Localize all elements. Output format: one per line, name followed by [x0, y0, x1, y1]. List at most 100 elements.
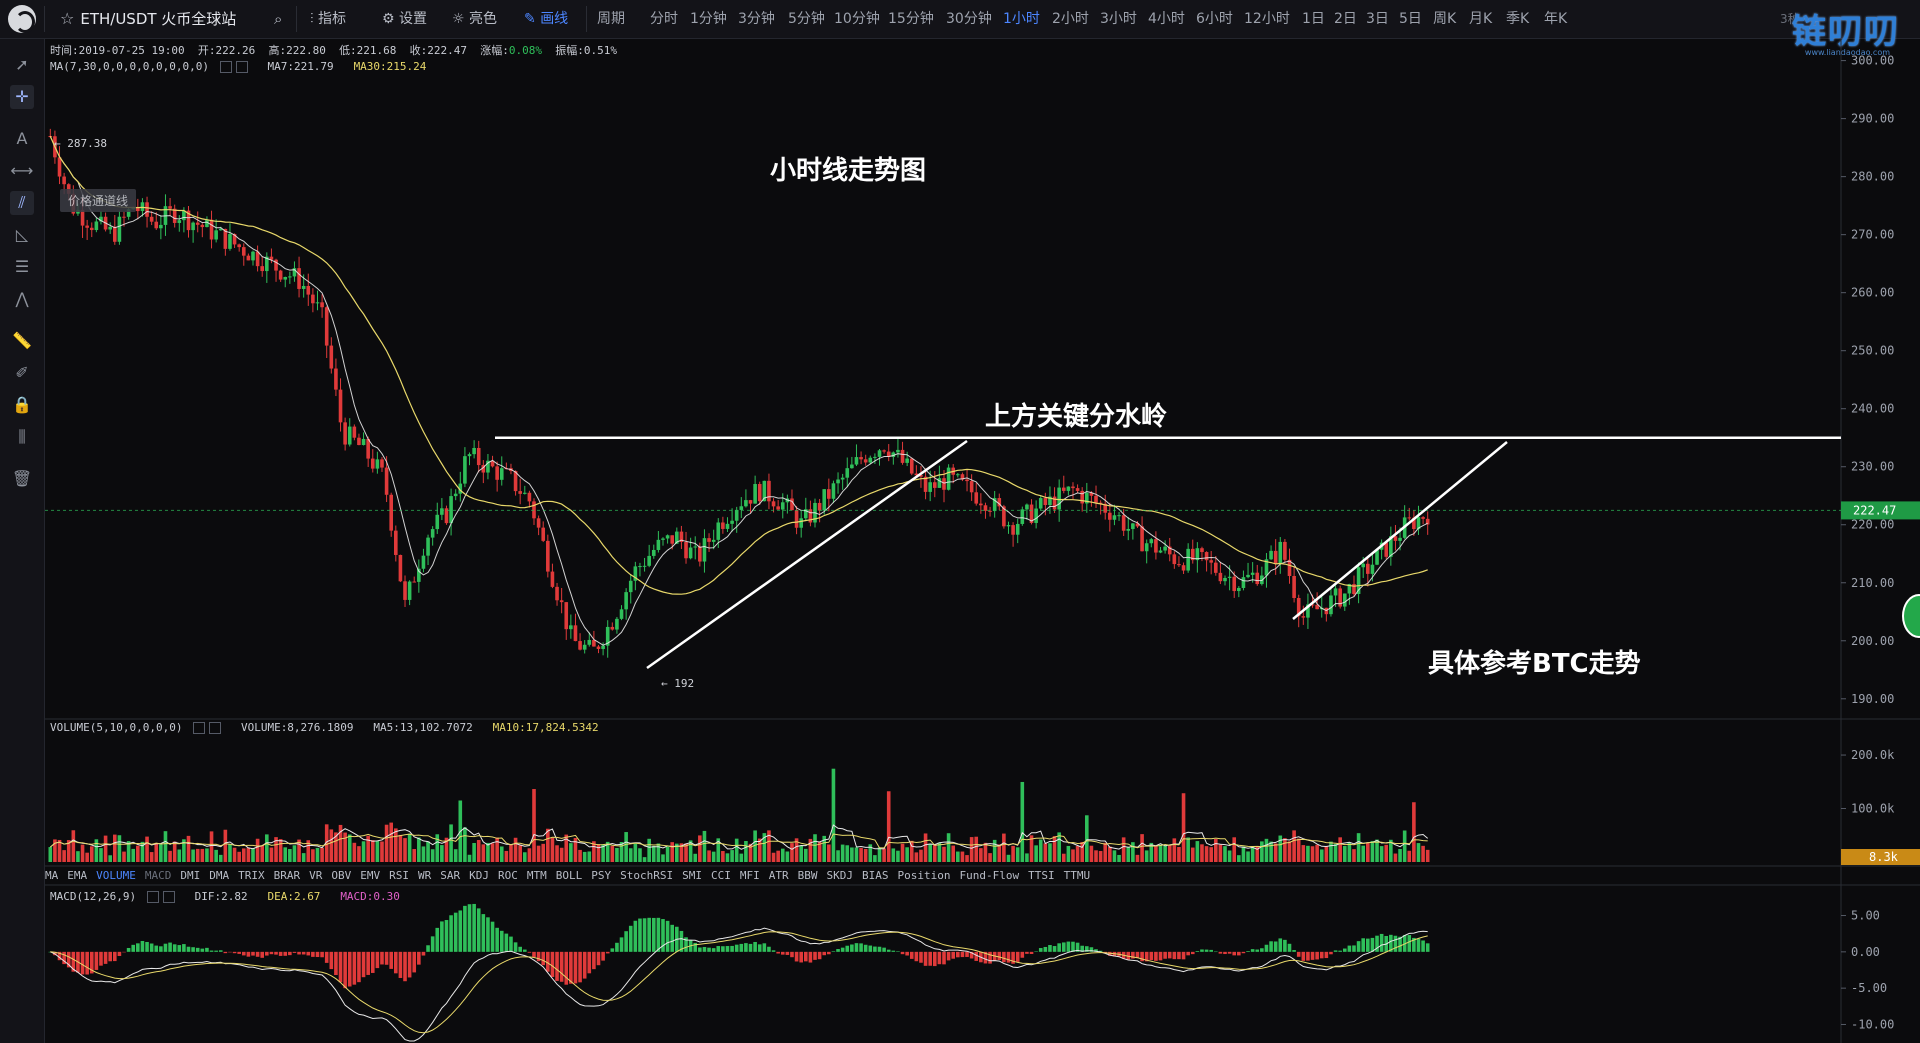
triangle-tool-icon[interactable]: ◺ — [15, 225, 29, 244]
macd-histogram-bar — [1366, 938, 1370, 952]
volume-bar — [48, 847, 53, 862]
brush-icon[interactable]: ✐ — [15, 363, 29, 382]
indicator-tab[interactable]: VOLUME — [96, 869, 136, 882]
indicator-tab[interactable]: BRAR — [273, 869, 301, 882]
search-icon[interactable]: ⌕ — [274, 10, 283, 28]
period-tab[interactable]: 5分钟 — [788, 11, 825, 27]
text-tool-icon[interactable]: A — [16, 129, 28, 148]
macd-histogram-bar — [1200, 949, 1204, 952]
indicator-tab[interactable]: Position — [897, 869, 951, 882]
indicator-tab[interactable]: SMI — [682, 869, 702, 882]
settings-icon[interactable] — [219, 61, 232, 73]
candle — [1227, 576, 1232, 578]
period-tab[interactable]: 10分钟 — [834, 11, 880, 27]
indicator-tab[interactable]: SAR — [440, 869, 461, 882]
settings-icon[interactable] — [193, 722, 206, 734]
indicator-tab[interactable]: DMI — [180, 869, 201, 882]
period-tab[interactable]: 1分钟 — [690, 11, 727, 27]
indicator-tab[interactable]: TRIX — [238, 869, 265, 882]
candle — [1048, 496, 1052, 506]
volume-bar — [1177, 847, 1181, 862]
period-tab[interactable]: 年K — [1544, 11, 1568, 27]
candle-info-line: 时间:2019-07-25 19:00 开:222.26 高:222.80 低:… — [50, 42, 617, 58]
trend-line-icon[interactable]: ⫽ — [10, 191, 34, 215]
draw-button[interactable]: ✎ 画线 — [524, 11, 569, 27]
period-tab[interactable]: 15分钟 — [888, 11, 934, 27]
period-tab[interactable]: 5日 — [1399, 11, 1422, 27]
period-tab[interactable]: 周K — [1433, 11, 1457, 27]
indicator-tab[interactable]: VR — [309, 869, 323, 882]
period-tab[interactable]: 3分钟 — [738, 11, 775, 27]
chart-area[interactable]: 300.00 290.00 280.00 270.00 260.00 250.00 240.… — [45, 39, 1920, 1043]
ruler-icon[interactable]: 📏 — [12, 331, 32, 350]
indicator-tab[interactable]: MFI — [739, 869, 760, 882]
indicator-tab[interactable]: BBW — [797, 869, 818, 882]
trash-icon[interactable]: 🗑 — [11, 469, 33, 488]
macd-histogram-bar — [1352, 945, 1356, 952]
period-tab[interactable]: 3小时 — [1100, 11, 1137, 27]
indicator-tab[interactable]: OBV — [331, 869, 352, 882]
indicator-tab[interactable]: MTM — [526, 869, 547, 882]
period-tab[interactable]: 30分钟 — [946, 11, 992, 27]
indicator-tab[interactable]: SKDJ — [826, 869, 853, 882]
period-tab[interactable]: 月K — [1469, 11, 1493, 27]
indicator-tab[interactable]: KDJ — [469, 869, 489, 882]
indicators-button[interactable]: ⫶ 指标 — [310, 11, 346, 27]
indicator-tab[interactable]: TTSI — [1028, 869, 1055, 882]
symbol-selector[interactable]: ☆ ETH/USDT 火币全球站 — [60, 9, 237, 28]
brightness-button[interactable]: ☼ 亮色 — [452, 11, 498, 27]
indicator-tab[interactable]: RSI — [389, 869, 409, 882]
indicator-tab[interactable]: Fund-Flow — [959, 869, 1020, 882]
settings-icon[interactable] — [146, 891, 159, 903]
refresh-interval[interactable]: 3秒 — [1780, 12, 1800, 26]
candle — [771, 501, 776, 507]
wave-tool-icon[interactable]: ⋀ — [15, 289, 29, 308]
indicator-tab[interactable]: WR — [418, 869, 432, 882]
period-tab[interactable]: 分时 — [650, 11, 678, 27]
volume-bar — [1200, 844, 1204, 862]
period-tab[interactable]: 季K — [1506, 11, 1530, 27]
macd-histogram-bar — [1246, 951, 1250, 952]
indicator-tab[interactable]: BIAS — [861, 869, 889, 882]
volume-bar — [1071, 849, 1075, 862]
volume-bar — [988, 853, 992, 862]
indicator-tab[interactable]: CCI — [710, 869, 731, 882]
period-tab[interactable]: 6小时 — [1196, 11, 1233, 27]
indicator-tab[interactable]: EMA — [67, 869, 88, 882]
indicator-tab[interactable]: ATR — [768, 869, 789, 882]
indicator-tab[interactable]: PSY — [591, 869, 612, 882]
horizontal-line-icon[interactable]: ⟷ — [10, 161, 34, 180]
indicator-tab[interactable]: MACD — [144, 869, 172, 882]
candle — [721, 522, 725, 529]
app-logo-icon[interactable] — [8, 5, 36, 33]
indicator-tab[interactable]: BOLL — [555, 869, 583, 882]
indicator-tab[interactable]: TTMU — [1063, 869, 1091, 882]
settings-button[interactable]: ⚙ 设置 — [382, 11, 428, 27]
macd-histogram-bar — [103, 951, 108, 964]
lock-icon[interactable]: 🔒 — [12, 395, 32, 414]
close-icon[interactable] — [209, 722, 222, 734]
period-tab[interactable]: 2日 — [1334, 11, 1357, 27]
period-tab[interactable]: 1小时 — [1003, 11, 1040, 27]
period-tab[interactable]: 2小时 — [1052, 11, 1089, 27]
indicator-tab[interactable]: StochRSI — [620, 869, 674, 882]
indicator-tab[interactable]: DMA — [209, 869, 230, 882]
macd-histogram-bar — [1398, 936, 1402, 952]
period-tab[interactable]: 4小时 — [1148, 11, 1185, 27]
period-tab[interactable]: 1日 — [1302, 11, 1325, 27]
cursor-arrow-icon[interactable]: ➚ — [15, 55, 29, 74]
macd-histogram-bar — [255, 951, 260, 957]
hide-drawings-icon[interactable]: ⫼ — [18, 427, 26, 446]
close-icon[interactable] — [235, 61, 248, 73]
indicator-tab[interactable]: EMV — [360, 869, 381, 882]
candle — [1347, 584, 1352, 594]
period-tab[interactable]: 3日 — [1366, 11, 1389, 27]
period-tab[interactable]: 12小时 — [1244, 11, 1290, 27]
crosshair-icon[interactable]: ✛ — [10, 85, 34, 109]
favorite-star-icon[interactable]: ☆ — [60, 9, 75, 28]
close-icon[interactable] — [162, 891, 175, 903]
indicator-tab[interactable]: MA — [45, 869, 59, 882]
fibonacci-icon[interactable]: ☰ — [14, 257, 30, 276]
indicator-tab[interactable]: ROC — [498, 869, 518, 882]
volume-bar — [486, 842, 490, 862]
